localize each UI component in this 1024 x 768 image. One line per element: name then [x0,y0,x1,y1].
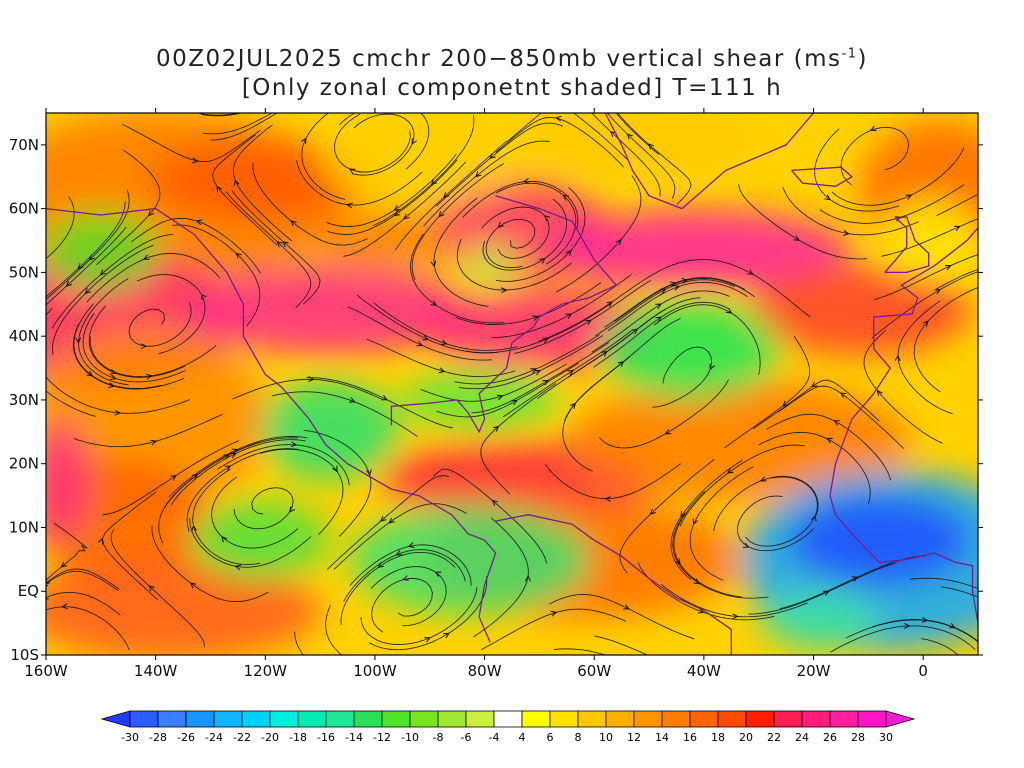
colorbar-label: 22 [767,731,781,744]
colorbar-swatch [213,710,243,728]
lon-tick-label: 140W [134,662,178,680]
colorbar-label: -20 [261,731,279,744]
title-superscript: -1 [841,46,858,62]
colorbar-swatch [269,710,299,728]
lat-tick-label: 30N [9,391,39,409]
colorbar-label: 4 [519,731,526,744]
chart-title: 00Z02JUL2025 cmchr 200−850mb vertical sh… [0,46,1024,72]
colorbar-label: -22 [233,731,251,744]
lon-tick-label: 120W [244,662,288,680]
chart-subtitle: [Only zonal componetnt shaded] T=111 h [241,75,783,101]
colorbar-label: -10 [401,731,419,744]
colorbar-high-arrow [885,710,916,728]
colorbar-label: 24 [795,731,809,744]
colorbar-label: 8 [575,731,582,744]
lon-tick-label: 60W [577,662,611,680]
lat-tick-label: 60N [9,200,39,218]
coastlines [46,113,978,655]
colorbar-label: -14 [345,731,363,744]
colorbar-label: 16 [683,731,697,744]
colorbar-swatch [857,710,887,728]
colorbar-swatch [185,710,215,728]
colorbar-swatch [493,710,523,728]
colorbar-label: 30 [879,731,893,744]
colorbar-swatch [353,710,383,728]
colorbar-label: -18 [289,731,307,744]
colorbar-swatch [381,710,411,728]
colorbar-label: -12 [373,731,391,744]
colorbar-label: -24 [205,731,223,744]
lat-tick-label: 70N [9,136,39,154]
colorbar-label: 26 [823,731,837,744]
colorbar-swatch [549,710,579,728]
colorbar-label: 12 [627,731,641,744]
lon-tick-label: 100W [353,662,397,680]
colorbar-label: -4 [489,731,500,744]
colorbar-swatch [129,710,159,728]
colorbar-swatch [241,710,271,728]
map-panel [46,113,978,655]
lat-tick-label: 10S [10,646,39,664]
shear-shading [46,113,978,655]
colorbar-label: -6 [461,731,472,744]
lon-tick-label: 0 [918,662,928,680]
colorbar-label: 20 [739,731,753,744]
colorbar-low-arrow [100,710,131,728]
colorbar-swatch [633,710,663,728]
title-end: ) [857,46,868,72]
colorbar-swatch [521,710,551,728]
colorbar-label: -30 [121,731,139,744]
colorbar-swatch [297,710,327,728]
colorbar-label: 6 [547,731,554,744]
title-main: 00Z02JUL2025 cmchr 200−850mb vertical sh… [156,46,842,72]
colorbar-swatch [689,710,719,728]
colorbar-swatch [605,710,635,728]
colorbar-label: -16 [317,731,335,744]
colorbar-label: 28 [851,731,865,744]
colorbar-swatch [801,710,831,728]
colorbar-label: -28 [149,731,167,744]
colorbar-label: 18 [711,731,725,744]
colorbar-label: -26 [177,731,195,744]
lat-tick-label: EQ [18,582,39,600]
colorbar: -30 -28 -26 -24 -22 -20 -18 -16 -14 -12 -10 -8 -6 -4 4… [100,710,916,744]
lat-tick-label: 50N [9,263,39,281]
colorbar-swatch [773,710,803,728]
map-frame [45,112,979,656]
lat-tick-label: 40N [9,327,39,345]
lon-tick-label: 160W [24,662,68,680]
lon-tick-label: 40W [687,662,721,680]
colorbar-swatch [437,710,467,728]
map-axes: 160W 140W 120W 100W 80W 60W 40W 20W 0 70N 60N 50N 40… [9,108,983,680]
lat-tick-label: 10N [9,518,39,536]
colorbar-swatch [409,710,439,728]
colorbar-label: -8 [433,731,444,744]
lon-tick-label: 20W [797,662,831,680]
colorbar-swatch [325,710,355,728]
colorbar-swatch [577,710,607,728]
colorbar-swatch [465,710,495,728]
colorbar-swatch [157,710,187,728]
colorbar-swatch [661,710,691,728]
colorbar-label: 10 [599,731,613,744]
streamlines [46,113,978,655]
colorbar-swatch [829,710,859,728]
lon-tick-label: 80W [468,662,502,680]
colorbar-swatch [745,710,775,728]
lat-tick-label: 20N [9,455,39,473]
colorbar-swatch [717,710,747,728]
colorbar-label: 14 [655,731,669,744]
